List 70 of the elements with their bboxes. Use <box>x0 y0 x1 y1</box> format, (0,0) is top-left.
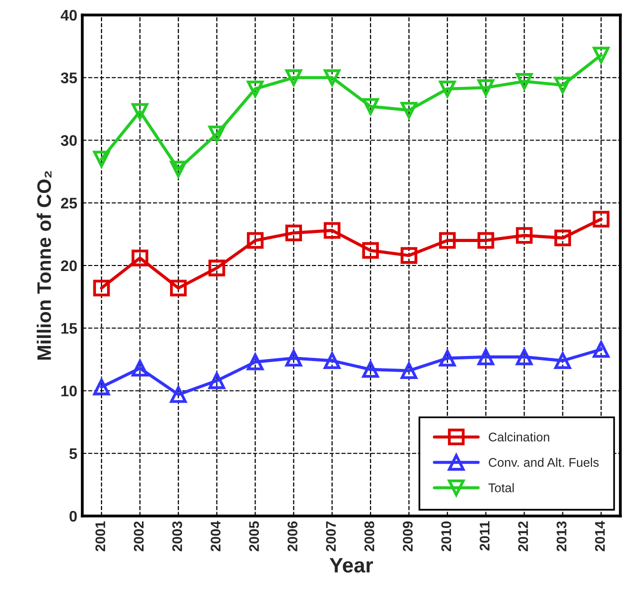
legend-label: Total <box>488 483 514 492</box>
x-tick-label: 2005 <box>249 521 259 552</box>
y-tick-label: 40 <box>60 10 77 21</box>
point <box>285 224 302 242</box>
point <box>208 372 226 390</box>
point <box>554 230 572 246</box>
point <box>132 360 148 377</box>
point <box>516 73 533 90</box>
point <box>285 350 302 367</box>
y-tick-label: 0 <box>70 510 77 522</box>
y-tick-label: 10 <box>61 386 77 396</box>
point <box>516 227 533 244</box>
point <box>554 352 572 370</box>
point <box>208 260 226 276</box>
point <box>246 354 264 370</box>
y-tick-label: 20 <box>60 260 77 272</box>
point <box>516 348 533 366</box>
point <box>93 150 110 168</box>
point <box>93 378 110 396</box>
point <box>285 69 302 86</box>
point <box>324 69 340 86</box>
x-tick-label: 2009 <box>402 521 413 552</box>
point <box>132 103 148 120</box>
point <box>170 386 187 403</box>
point <box>477 348 494 366</box>
point <box>93 280 110 296</box>
y-tick-label: 35 <box>60 72 78 84</box>
point <box>592 210 610 228</box>
y-tick-label: 5 <box>69 448 78 460</box>
y-tick-label: 15 <box>61 323 78 334</box>
y-tick-label: 30 <box>60 135 77 146</box>
point <box>439 232 456 249</box>
x-tick-label: 2003 <box>172 521 182 552</box>
y-axis-title: Million Tonne of CO₂ <box>36 171 52 360</box>
point <box>477 232 494 249</box>
x-tick-label: 2001 <box>95 521 106 552</box>
point <box>592 46 610 64</box>
point <box>592 341 610 358</box>
point <box>170 160 187 178</box>
point <box>400 362 418 380</box>
x-tick-label: 2011 <box>480 521 490 551</box>
y-tick-label: 25 <box>60 198 78 209</box>
x-tick-label: 2002 <box>134 521 144 552</box>
x-axis-title: Year <box>330 558 374 573</box>
x-tick-label: 2012 <box>518 521 528 552</box>
point <box>400 247 418 264</box>
x-tick-label: 2006 <box>288 521 298 552</box>
point <box>246 80 264 98</box>
point <box>477 79 494 96</box>
x-tick-label: 2014 <box>595 520 605 552</box>
x-tick-label: 2007 <box>326 521 336 552</box>
point <box>324 222 340 239</box>
point <box>439 350 456 367</box>
point <box>132 250 148 266</box>
x-tick-label: 2004 <box>210 520 221 552</box>
x-tick-label: 2010 <box>441 521 452 552</box>
legend-label: Calcination <box>488 432 550 442</box>
x-tick-label: 2013 <box>556 521 566 552</box>
point <box>170 280 187 296</box>
point <box>362 361 379 378</box>
x-tick-label: 2008 <box>364 521 374 552</box>
point <box>246 232 264 249</box>
point <box>400 102 418 119</box>
legend-label: Conv. and Alt. Fuels <box>488 458 599 467</box>
point <box>362 242 379 259</box>
point <box>324 352 340 370</box>
point <box>208 126 226 142</box>
point <box>439 80 456 98</box>
point <box>362 98 379 115</box>
point <box>554 76 572 94</box>
